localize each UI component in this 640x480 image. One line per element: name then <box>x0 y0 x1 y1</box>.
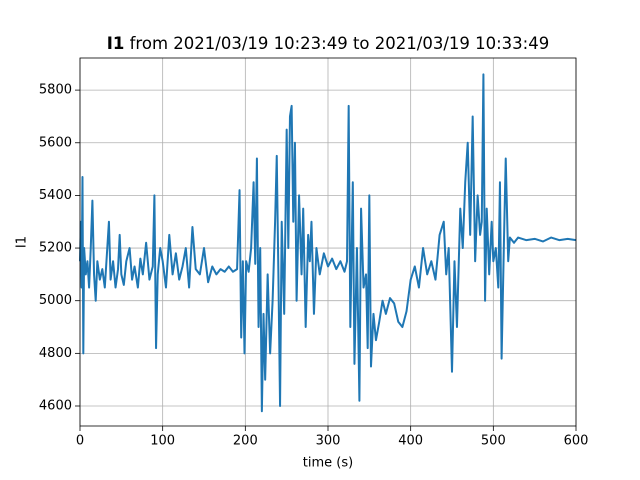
y-tick-label: 5600 <box>39 135 72 150</box>
y-tick-label: 5000 <box>39 293 72 308</box>
title-variable: I1 <box>107 34 125 53</box>
x-axis-label: time (s) <box>303 456 353 471</box>
x-tick-label: 300 <box>316 434 341 449</box>
y-tick-label: 5400 <box>39 188 72 203</box>
y-tick-label: 5200 <box>39 241 72 256</box>
x-tick-label: 400 <box>398 434 423 449</box>
data-line <box>79 73 577 413</box>
y-axis-label: I1 <box>15 236 30 248</box>
x-tick-label: 0 <box>76 434 84 449</box>
x-tick-label: 200 <box>233 434 258 449</box>
plot-layer <box>79 73 577 413</box>
y-tick-label: 5800 <box>39 83 72 98</box>
title-text: from 2021/03/19 10:23:49 to 2021/03/19 1… <box>130 34 550 53</box>
x-tick-label: 500 <box>481 434 506 449</box>
x-tick-label: 100 <box>150 434 175 449</box>
x-tick-label: 600 <box>564 434 589 449</box>
y-tick-label: 4800 <box>39 346 72 361</box>
y-tick-label: 4600 <box>39 398 72 413</box>
chart-title: I1 from 2021/03/19 10:23:49 to 2021/03/1… <box>107 34 549 53</box>
